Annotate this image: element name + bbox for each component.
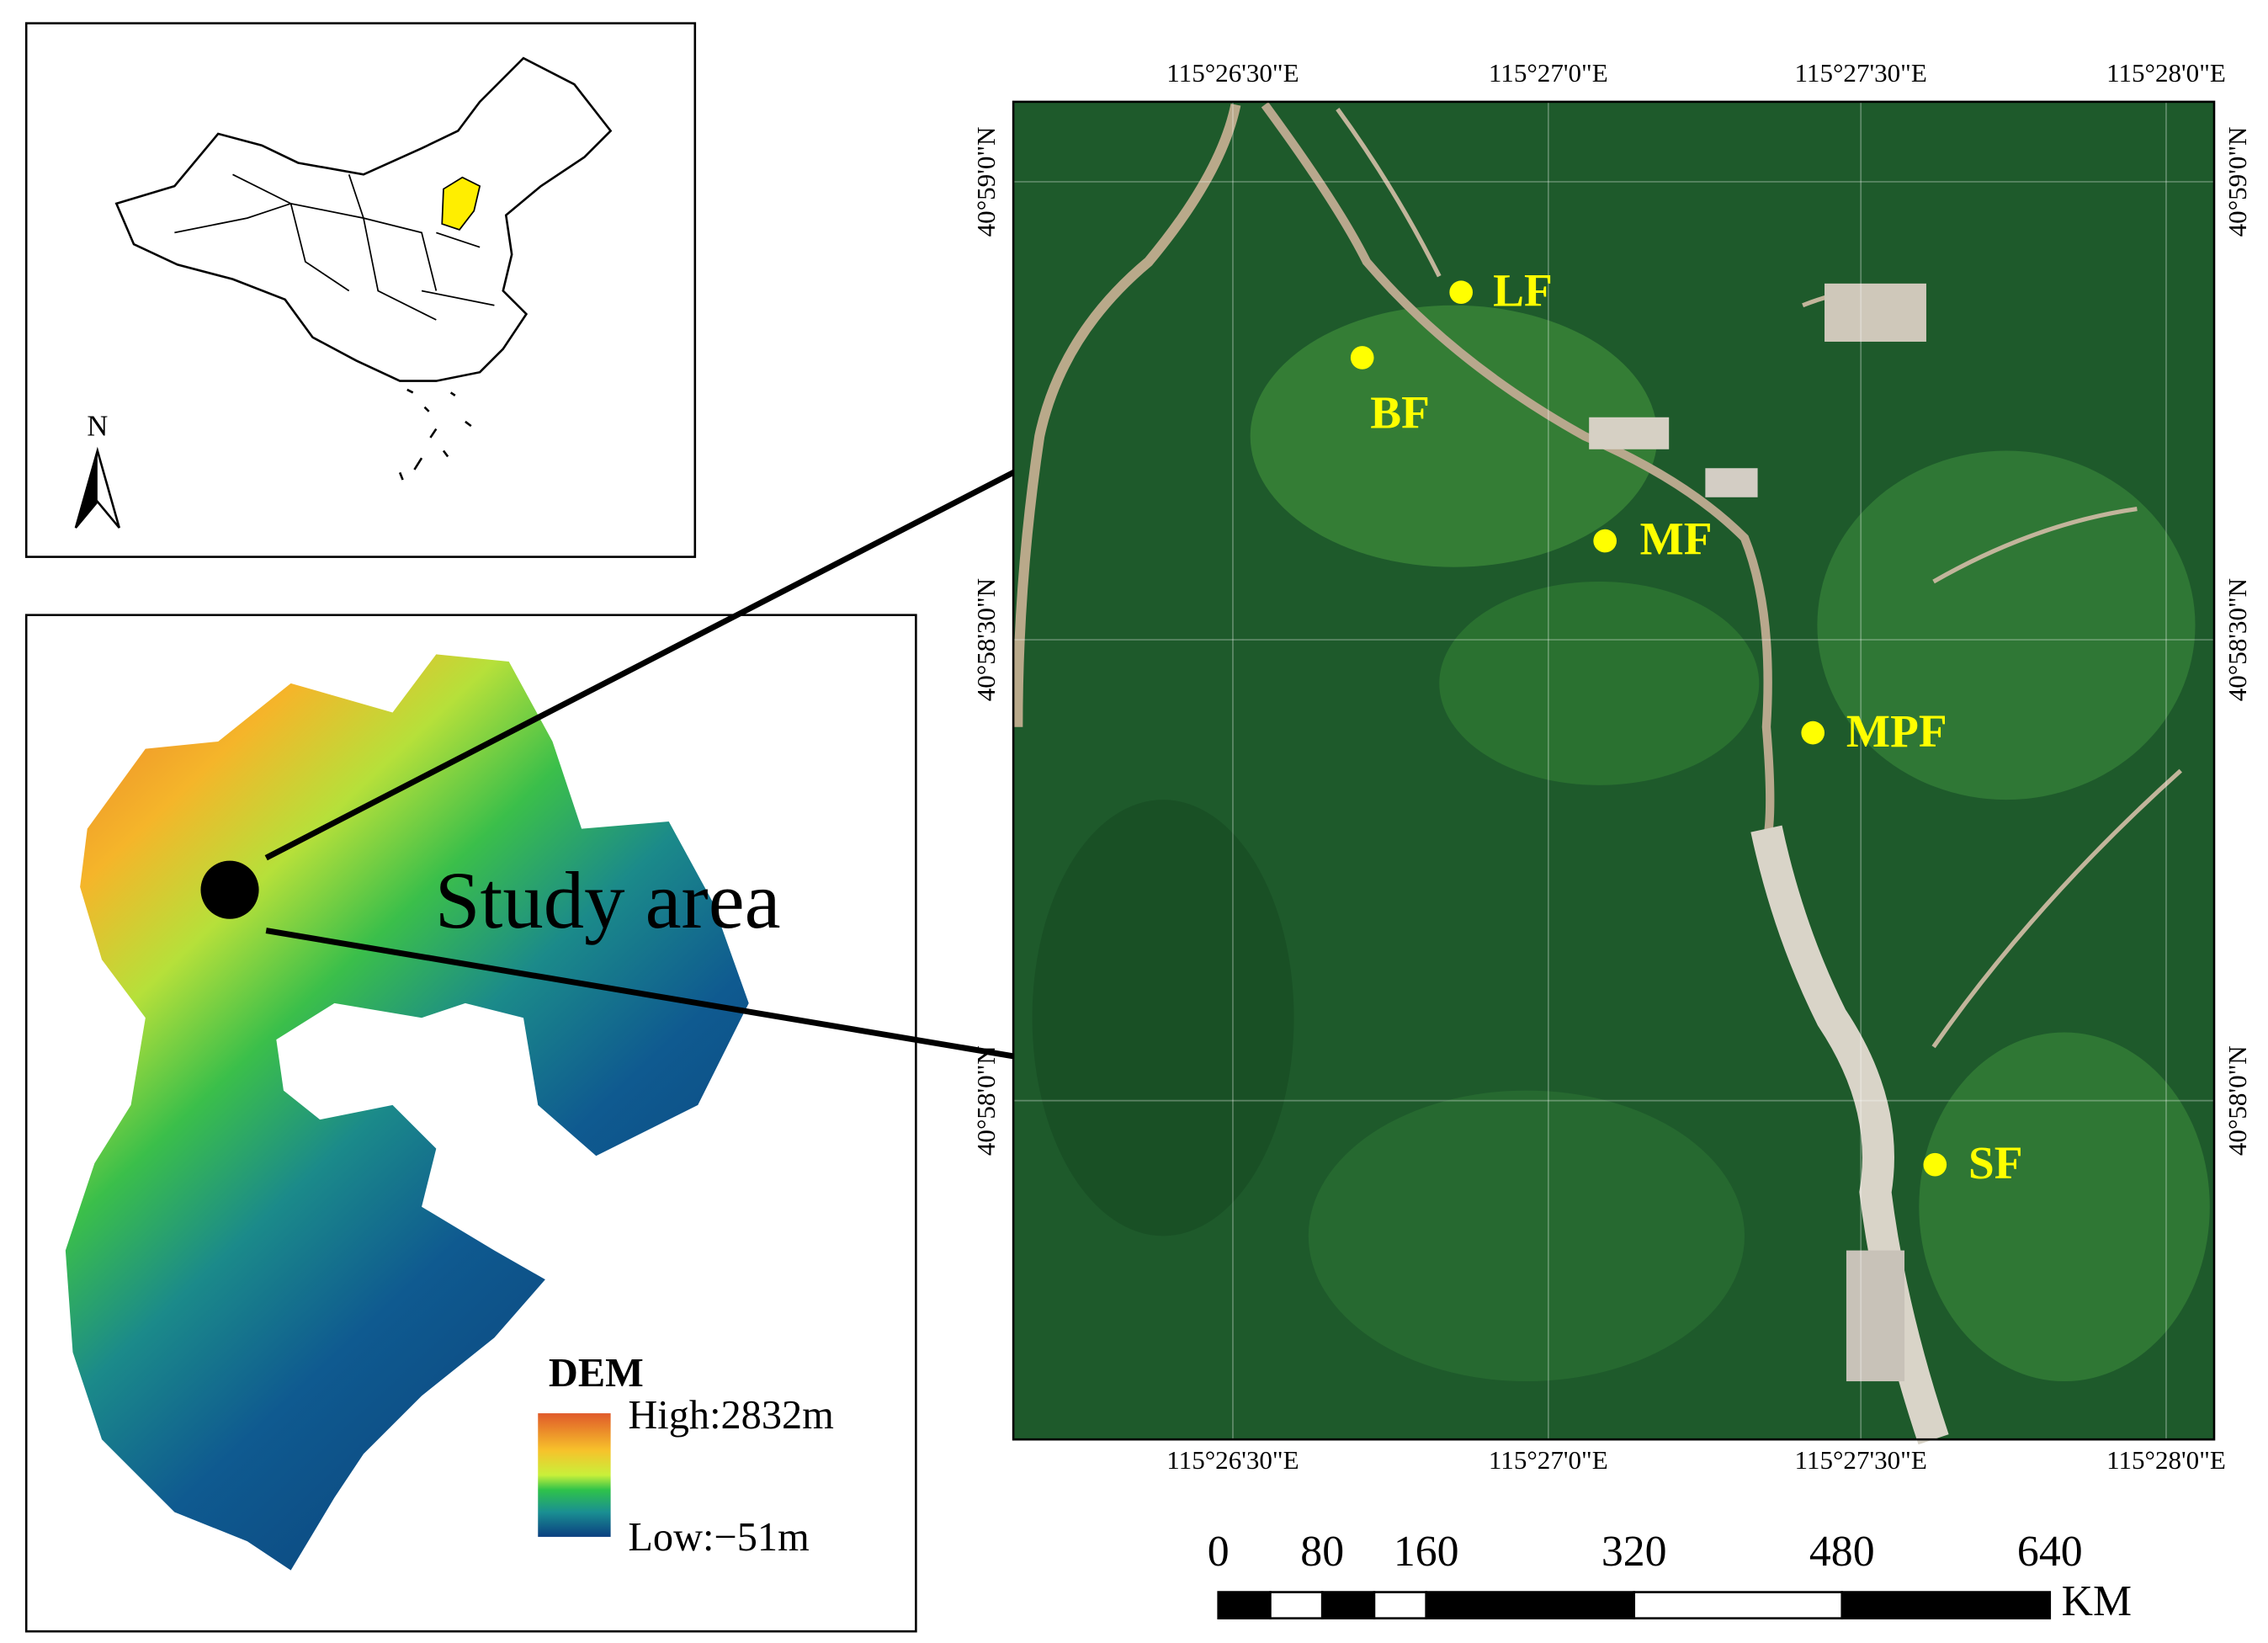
- scale-segment: [1840, 1591, 2052, 1619]
- scale-segment: [1425, 1591, 1636, 1619]
- hebei-highlight: [441, 176, 481, 231]
- right-coord-label: 40°59'0"N: [2223, 126, 2252, 237]
- site-label: BF: [1370, 386, 1430, 438]
- scale-label: 0: [1208, 1528, 1230, 1576]
- site-label: MF: [1640, 513, 1713, 565]
- site-label: LF: [1493, 264, 1553, 316]
- legend-ramp: [538, 1413, 611, 1537]
- scale-segment: [1269, 1591, 1324, 1619]
- study-area-label: Study area: [435, 855, 781, 945]
- scale-label: 320: [1601, 1528, 1667, 1576]
- top-coord-label: 115°26'30"E: [1166, 58, 1299, 88]
- site-label: SF: [1968, 1137, 2023, 1188]
- scale-label: 80: [1300, 1528, 1344, 1576]
- study-site-marker: [200, 860, 259, 919]
- site-dot: [1801, 720, 1825, 745]
- scale-unit: KM: [2062, 1577, 2133, 1625]
- scale-segment: [1320, 1591, 1376, 1619]
- scale-segment: [1373, 1591, 1428, 1619]
- site-dot: [1449, 280, 1473, 305]
- top-coord-label: 115°28'0"E: [2106, 58, 2226, 88]
- legend-high: High:2832m: [628, 1393, 834, 1438]
- right-coord-label: 40°58'30"N: [2223, 578, 2252, 701]
- left-coord-label: 40°58'0"N: [971, 1045, 1001, 1156]
- north-label: N: [87, 411, 108, 443]
- scale-label: 160: [1394, 1528, 1459, 1576]
- bottom-coord-label: 115°27'30"E: [1795, 1445, 1927, 1475]
- left-coord-label: 40°59'0"N: [971, 126, 1001, 237]
- bottom-coord-label: 115°28'0"E: [2106, 1445, 2226, 1475]
- site-dot: [1923, 1152, 1947, 1177]
- site-label: MPF: [1846, 705, 1947, 757]
- top-coord-label: 115°27'0"E: [1489, 58, 1608, 88]
- legend-low: Low:−51m: [628, 1515, 809, 1560]
- bottom-coord-label: 115°26'30"E: [1166, 1445, 1299, 1475]
- satellite-image: [1012, 100, 2216, 1445]
- scale-segment: [1217, 1591, 1272, 1619]
- islands: [398, 388, 472, 481]
- beijing-tianjin: [276, 1002, 509, 1149]
- site-dot: [1350, 346, 1374, 370]
- bottom-coord-label: 115°27'0"E: [1489, 1445, 1608, 1475]
- scale-segment: [1633, 1591, 1844, 1619]
- scale-label: 480: [1809, 1528, 1875, 1576]
- left-coord-label: 40°58'30"N: [971, 578, 1001, 701]
- top-coord-label: 115°27'30"E: [1795, 58, 1927, 88]
- legend-title: DEM: [549, 1351, 644, 1396]
- right-coord-label: 40°58'0"N: [2223, 1045, 2252, 1156]
- province-borders: [174, 173, 495, 321]
- scale-label: 640: [2017, 1528, 2083, 1576]
- site-dot: [1593, 529, 1617, 553]
